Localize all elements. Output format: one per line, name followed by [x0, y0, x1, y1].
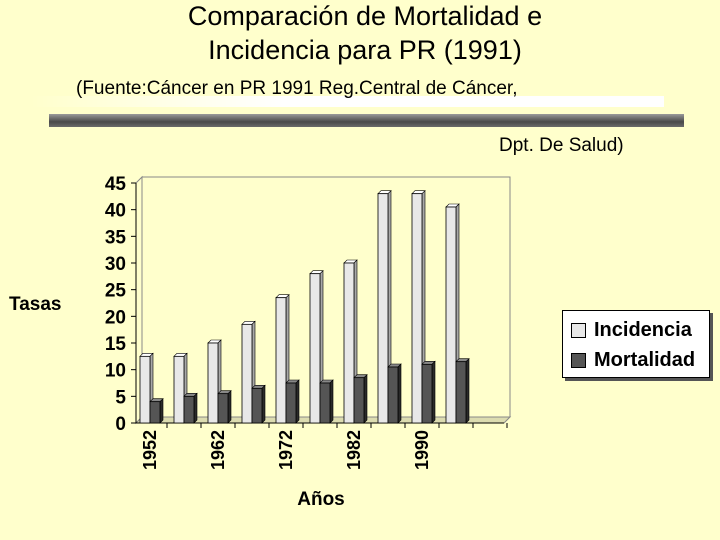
- legend-swatch-mortalidad: [571, 352, 586, 368]
- bar-side: [261, 384, 266, 424]
- bar-side: [193, 392, 198, 424]
- bar-mortalidad: [387, 363, 402, 424]
- bar-front: [343, 262, 355, 424]
- legend-item-incidencia: Incidencia: [571, 318, 692, 342]
- bar-side: [397, 363, 402, 424]
- bar-front: [241, 323, 253, 424]
- bar-front: [149, 401, 161, 424]
- y-tick-label: 35: [105, 227, 127, 248]
- y-tick-label: 0: [115, 414, 126, 435]
- bar-mortalidad: [217, 389, 232, 424]
- bar-side: [465, 357, 470, 424]
- y-tick-label: 10: [105, 361, 126, 382]
- bar-side: [329, 379, 334, 424]
- legend-label-mortalidad: Mortalidad: [594, 348, 696, 371]
- bar-front: [377, 193, 389, 424]
- bar-side: [227, 389, 232, 424]
- chart-bars: [139, 189, 470, 424]
- divider-bar: [49, 114, 684, 127]
- bar-mortalidad: [149, 397, 164, 424]
- y-tick-label: 40: [105, 201, 126, 222]
- chart-legend: Incidencia Mortalidad: [562, 310, 710, 378]
- slide-title-line-2: Incidencia para PR (1991): [208, 35, 522, 65]
- highlight-band: [30, 96, 664, 107]
- bar-mortalidad: [251, 384, 266, 424]
- bar-front: [251, 387, 263, 424]
- bar-front: [455, 361, 467, 424]
- bar-side: [295, 379, 300, 424]
- bar-front: [173, 355, 185, 424]
- bar-front: [353, 377, 365, 424]
- bar-front: [387, 366, 399, 424]
- x-tick-label: 1982: [344, 430, 364, 470]
- y-axis-title: Tasas: [9, 294, 61, 315]
- y-tick-label: 30: [105, 254, 126, 275]
- chart-labels: 0 5 10 15 20 25 30 35 40 45 1952 1962 1972 1982 1990 Añ…: [9, 174, 432, 510]
- source-line-1: (Fuente:Cáncer en PR 1991 Reg.Central de…: [76, 78, 518, 99]
- bar-mortalidad: [319, 379, 334, 424]
- bar-front: [421, 363, 433, 424]
- x-tick-label: 1972: [276, 430, 296, 470]
- y-tick-label: 5: [115, 387, 126, 408]
- bar-front: [411, 193, 423, 424]
- y-tick-label: 20: [105, 307, 126, 328]
- legend-item-mortalidad: Mortalidad: [571, 348, 695, 372]
- bar-front: [183, 395, 195, 424]
- bar-front: [217, 393, 229, 424]
- y-tick-label: 15: [105, 334, 127, 355]
- slide-title-line-1: Comparación de Mortalidad e: [187, 1, 543, 31]
- bar-mortalidad: [421, 360, 436, 424]
- bar-mortalidad: [183, 392, 198, 424]
- bar-side: [159, 397, 164, 424]
- bar-front: [207, 342, 219, 424]
- y-tick-label: 25: [105, 281, 127, 302]
- bar-front: [445, 206, 457, 424]
- x-axis-title: Años: [297, 489, 345, 510]
- source-line-2: Dpt. De Salud): [499, 135, 624, 156]
- bar-front: [139, 355, 151, 424]
- legend-swatch-incidencia: [571, 322, 586, 338]
- bar-mortalidad: [353, 373, 368, 424]
- bar-front: [309, 273, 321, 424]
- x-tick-label: 1962: [208, 430, 228, 470]
- x-tick-label: 1990: [412, 430, 432, 470]
- bar-front: [275, 297, 287, 424]
- y-tick-label: 45: [105, 174, 127, 195]
- bar-side: [431, 360, 436, 424]
- bar-front: [319, 382, 331, 424]
- bar-side: [363, 373, 368, 424]
- bar-mortalidad: [285, 379, 300, 424]
- legend-label-incidencia: Incidencia: [594, 318, 692, 341]
- x-tick-label: 1952: [140, 430, 160, 470]
- bar-mortalidad: [455, 357, 470, 424]
- bar-front: [285, 382, 297, 424]
